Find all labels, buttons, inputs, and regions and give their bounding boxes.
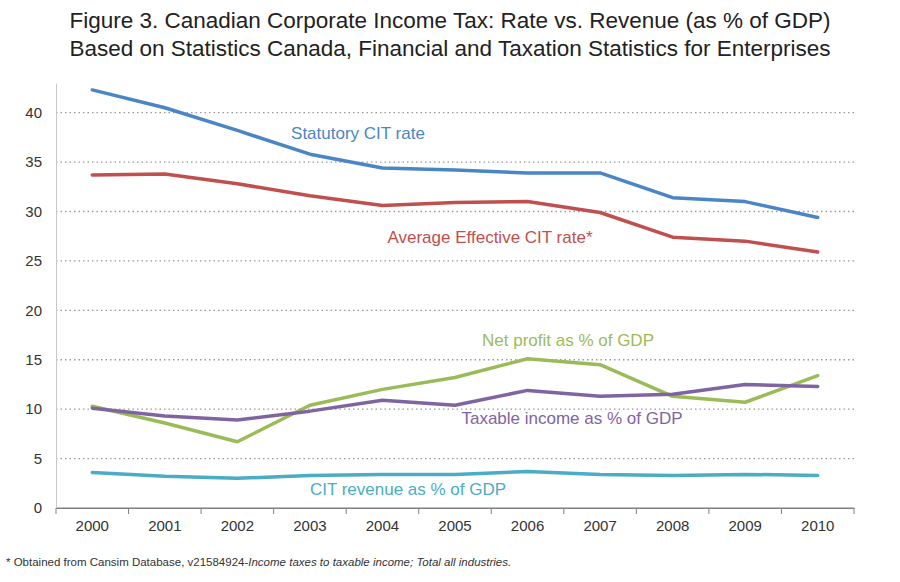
grid-line xyxy=(56,161,854,162)
series-label: Net profit as % of GDP xyxy=(482,331,654,350)
x-tick: 2002 xyxy=(221,517,254,534)
x-tick: 2004 xyxy=(366,517,399,534)
x-divider xyxy=(708,508,709,514)
y-tick: 20 xyxy=(25,302,56,319)
grid-line xyxy=(56,359,854,360)
series-line xyxy=(92,174,817,252)
y-tick: 0 xyxy=(34,499,56,516)
title: Figure 3. Canadian Corporate Income Tax:… xyxy=(69,8,830,33)
y-tick-label: 35 xyxy=(25,153,42,170)
grid-line xyxy=(56,260,854,261)
x-tick-label: 2001 xyxy=(148,517,181,534)
x-divider xyxy=(418,508,419,514)
x-divider xyxy=(201,508,202,514)
grid-line xyxy=(56,211,854,212)
x-tick-label: 2006 xyxy=(511,517,544,534)
x-tick-label: 2004 xyxy=(366,517,399,534)
x-divider xyxy=(128,508,129,514)
footnote: * Obtained from Cansim Database, v215849… xyxy=(6,556,511,568)
x-divider xyxy=(273,508,274,514)
x-axis-line xyxy=(57,508,855,509)
x-tick-label: 2009 xyxy=(728,517,761,534)
y-axis-line xyxy=(56,84,57,509)
series-label: CIT revenue as % of GDP xyxy=(310,480,506,499)
footnote-part: Income taxes to taxable income; Total al… xyxy=(248,556,511,568)
y-tick-label: 0 xyxy=(34,499,42,516)
y-tick: 35 xyxy=(25,153,56,170)
grid xyxy=(56,113,854,508)
series-line xyxy=(92,384,817,420)
footnote-part: * Obtained from Cansim Database, v215849… xyxy=(6,556,248,568)
x-tick: 2003 xyxy=(293,517,326,534)
y-tick-label: 25 xyxy=(25,252,42,269)
y-tick: 10 xyxy=(25,400,56,417)
x-tick-label: 2010 xyxy=(801,517,834,534)
x-tick: 2006 xyxy=(511,517,544,534)
y-axis: 0 5 10 15 20 25 30 35 40 xyxy=(25,84,56,517)
x-tick-label: 2003 xyxy=(293,517,326,534)
x-tick: 2008 xyxy=(656,517,689,534)
y-tick: 30 xyxy=(25,203,56,220)
x-tick-label: 2002 xyxy=(221,517,254,534)
series-label: Taxable income as % of GDP xyxy=(461,409,682,428)
x-tick: 2007 xyxy=(583,517,616,534)
x-axis: 2000 2001 2002 2003 2004 2005 2006 2007 2008 2009… xyxy=(56,508,855,534)
series-label: Average Effective CIT rate* xyxy=(387,228,592,247)
x-divider xyxy=(56,508,57,514)
x-divider xyxy=(636,508,637,514)
grid-line xyxy=(56,409,854,410)
x-tick-label: 2005 xyxy=(438,517,471,534)
x-divider xyxy=(563,508,564,514)
y-tick: 25 xyxy=(25,252,56,269)
plot-area xyxy=(92,90,817,478)
y-tick-label: 40 xyxy=(25,104,42,121)
x-divider xyxy=(346,508,347,514)
series-labels: Statutory CIT rate Average Effective CIT … xyxy=(291,124,682,499)
y-tick: 40 xyxy=(25,104,56,121)
x-tick: 2000 xyxy=(76,517,109,534)
grid-line xyxy=(56,310,854,311)
y-tick-label: 10 xyxy=(25,400,42,417)
y-tick: 15 xyxy=(25,351,56,368)
x-divider xyxy=(854,508,855,514)
x-divider xyxy=(491,508,492,514)
series-label: Statutory CIT rate xyxy=(291,124,425,143)
subtitle: Based on Statistics Canada, Financial an… xyxy=(69,36,830,61)
series-line xyxy=(92,471,817,478)
y-tick-label: 20 xyxy=(25,302,42,319)
x-tick: 2009 xyxy=(728,517,761,534)
y-tick-label: 30 xyxy=(25,203,42,220)
x-tick: 2005 xyxy=(438,517,471,534)
chart: Figure 3. Canadian Corporate Income Tax:… xyxy=(0,0,900,582)
x-tick-label: 2007 xyxy=(583,517,616,534)
grid-line xyxy=(56,458,854,459)
series-line xyxy=(92,90,817,218)
y-tick-label: 15 xyxy=(25,351,42,368)
series-line xyxy=(92,359,817,442)
x-tick: 2010 xyxy=(801,517,834,534)
x-divider xyxy=(781,508,782,514)
x-tick-label: 2000 xyxy=(76,517,109,534)
x-tick-label: 2008 xyxy=(656,517,689,534)
grid-line xyxy=(56,507,854,508)
y-tick-label: 5 xyxy=(34,450,42,467)
x-tick: 2001 xyxy=(148,517,181,534)
y-tick: 5 xyxy=(34,450,56,467)
